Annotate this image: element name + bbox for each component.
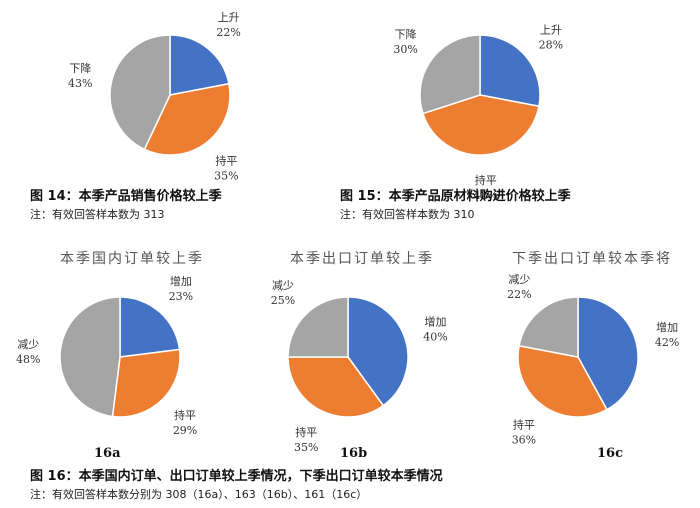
pie-slice-3: [109, 34, 171, 151]
figure-16-caption: 图 16：本季国内订单、出口订单较上季情况，下季出口订单较本季情况: [30, 469, 443, 484]
slice-value-label: 40%: [423, 331, 447, 344]
slice-value-label: 22%: [216, 26, 240, 39]
slice-value-label: 25%: [271, 294, 295, 307]
slice-value-label: 42%: [474, 189, 498, 202]
subfigure-tag-16c: 16c: [597, 446, 624, 461]
slice-value-label: 48%: [16, 353, 40, 366]
pie-slice-3: [59, 296, 121, 418]
slice-category-label: 减少: [272, 279, 294, 292]
slice-category-label: 上升: [540, 23, 562, 36]
slice-value-label: 23%: [169, 290, 193, 303]
slice-value-label: 43%: [68, 77, 92, 90]
pie-slice-3: [518, 296, 579, 358]
slice-category-label: 增加: [170, 274, 192, 288]
pie-slice-1: [119, 296, 181, 358]
slice-value-label: 30%: [393, 43, 417, 56]
pie-chart-16c: 增加 42% 持平 36% 减少 22%: [480, 270, 690, 446]
slice-value-label: 42%: [655, 336, 679, 349]
pie-slice-2: [111, 348, 181, 418]
slice-category-label: 增加: [656, 320, 678, 334]
pie-slice-2: [421, 94, 540, 156]
pie-15-svg: 上升 28% 持平 42% 下降 30%: [393, 23, 563, 201]
slice-value-label: 22%: [507, 288, 531, 301]
pie-16b-svg: 增加 40% 持平 35% 减少 25%: [271, 279, 448, 454]
slice-category-label: 下降: [69, 61, 91, 75]
slice-category-label: 持平: [475, 173, 497, 187]
pie-chart-14: 上升 22% 持平 35% 下降 43%: [60, 0, 280, 185]
slice-value-label: 35%: [214, 170, 238, 183]
pie-16a-svg: 增加 23% 持平 29% 减少 48%: [16, 274, 197, 437]
slice-category-label: 下降: [395, 27, 417, 41]
slice-category-label: 持平: [174, 408, 196, 422]
slice-category-label: 持平: [513, 417, 535, 431]
pie-slice-2: [517, 344, 608, 418]
chart-16a-title: 本季国内订单较上季: [60, 251, 204, 267]
pie-slice-2: [143, 82, 231, 156]
pie-16c-svg: 增加 42% 持平 36% 减少 22%: [507, 273, 679, 446]
slice-category-label: 减少: [17, 338, 39, 351]
subfigure-tag-16b: 16b: [340, 446, 368, 461]
slice-category-label: 减少: [508, 273, 530, 286]
figure-14-caption: 图 14：本季产品销售价格较上季: [30, 189, 222, 204]
pie-slice-1: [347, 296, 409, 407]
slice-category-label: 增加: [424, 315, 446, 329]
pie-slice-2: [287, 356, 385, 418]
figure-16-note: 注：有效回答样本数分别为 308（16a）、163（16b）、161（16c）: [30, 488, 368, 501]
pie-slice-1: [169, 34, 230, 96]
figure-14-note: 注：有效回答样本数为 313: [30, 208, 165, 221]
pie-chart-15: 上升 28% 持平 42% 下降 30%: [380, 0, 600, 201]
slice-value-label: 29%: [173, 424, 197, 437]
slice-value-label: 28%: [539, 38, 563, 51]
slice-value-label: 36%: [512, 433, 536, 446]
chart-16c-title: 下季出口订单较本季将: [512, 251, 672, 267]
subfigure-tag-16a: 16a: [94, 446, 121, 461]
slice-value-label: 35%: [294, 441, 318, 454]
pie-slice-3: [419, 34, 481, 115]
pie-chart-16a: 增加 23% 持平 29% 减少 48%: [16, 270, 230, 445]
pie-14-svg: 上升 22% 持平 35% 下降 43%: [68, 11, 241, 183]
pie-slice-1: [479, 34, 541, 108]
figure-15-caption: 图 15：本季产品原材料购进价格较上季: [340, 189, 571, 204]
figure-15-note: 注：有效回答样本数为 310: [340, 208, 475, 221]
pie-slice-1: [577, 296, 639, 411]
slice-category-label: 上升: [218, 11, 240, 24]
pie-chart-16b: 增加 40% 持平 35% 减少 25%: [250, 270, 460, 454]
pie-slice-3: [287, 296, 349, 358]
slice-category-label: 持平: [295, 425, 317, 439]
chart-16b-title: 本季出口订单较上季: [290, 251, 434, 267]
slice-category-label: 持平: [215, 154, 237, 168]
